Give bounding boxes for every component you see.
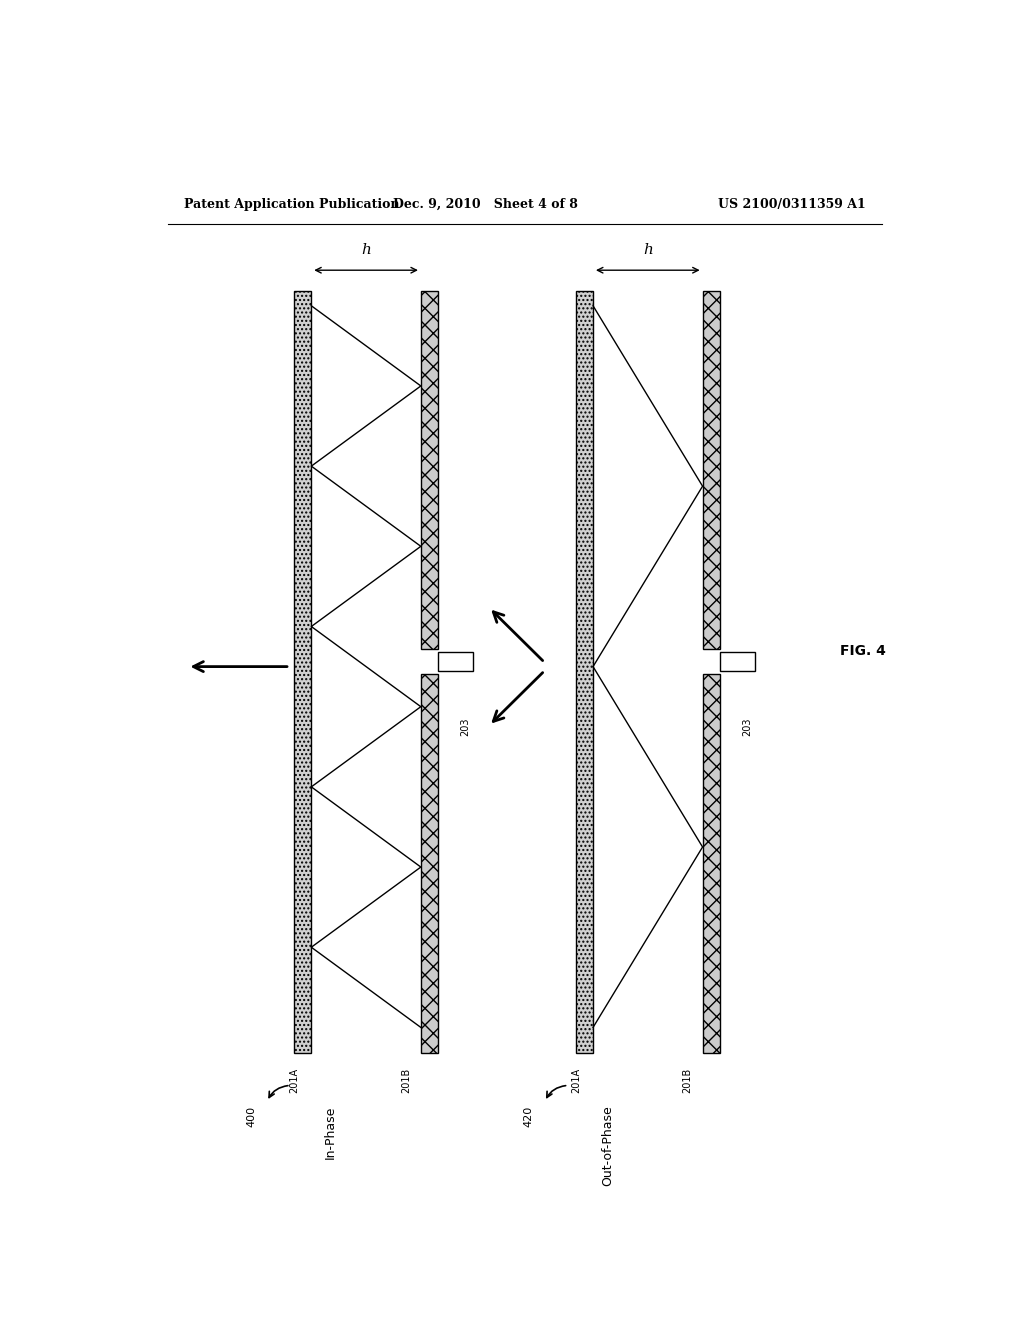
Text: US 2100/0311359 A1: US 2100/0311359 A1: [718, 198, 866, 211]
Text: 420: 420: [523, 1106, 534, 1127]
Bar: [421, 290, 438, 649]
Text: h: h: [361, 243, 371, 257]
Text: 203: 203: [742, 718, 752, 737]
Text: 203: 203: [460, 718, 470, 737]
Text: 201A: 201A: [290, 1068, 300, 1093]
Bar: [702, 290, 720, 649]
Bar: [438, 652, 473, 671]
Bar: [575, 290, 593, 1053]
Text: Dec. 9, 2010   Sheet 4 of 8: Dec. 9, 2010 Sheet 4 of 8: [392, 198, 578, 211]
Text: 201B: 201B: [400, 1068, 411, 1093]
Text: h: h: [643, 243, 652, 257]
Bar: [421, 673, 438, 1053]
Text: 201A: 201A: [571, 1068, 582, 1093]
Text: In-Phase: In-Phase: [324, 1106, 337, 1159]
Text: 400: 400: [246, 1106, 256, 1127]
Bar: [294, 290, 311, 1053]
Bar: [720, 652, 755, 671]
Text: FIG. 4: FIG. 4: [840, 644, 886, 659]
Text: 201B: 201B: [682, 1068, 692, 1093]
Text: Out-of-Phase: Out-of-Phase: [602, 1106, 614, 1187]
Bar: [702, 673, 720, 1053]
Text: Patent Application Publication: Patent Application Publication: [183, 198, 399, 211]
